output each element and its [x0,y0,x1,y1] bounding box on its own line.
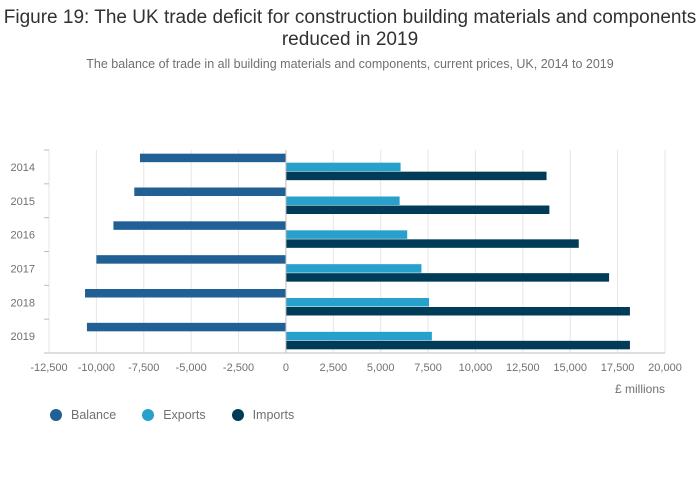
bar-imports-2016 [285,239,579,248]
x-tick-label-5: 0 [283,362,289,374]
legend-swatch-balance [50,409,62,421]
x-tick-label-0: -12,500 [30,362,67,374]
bar-balance-2017 [96,255,286,264]
x-tick-label-1: -10,000 [78,362,115,374]
x-tick-label-6: 2,500 [320,362,348,374]
y-tick-label-2016: 2016 [11,230,35,242]
bar-imports-2014 [285,171,547,181]
x-tick-label-8: 7,500 [414,362,442,374]
bar-imports-2018 [285,307,630,316]
bar-balance-2014 [139,153,286,163]
bar-exports-2018 [285,298,430,307]
bar-imports-2015 [285,205,550,214]
y-tick-label-2015: 2015 [11,196,35,208]
bar-balance-2018 [85,289,286,298]
y-tick-label-2014: 2014 [11,162,35,174]
bar-exports-2015 [285,196,400,205]
bar-imports-2019 [285,340,630,350]
y-tick-label-2018: 2018 [11,297,35,309]
x-tick-label-10: 12,500 [506,362,540,374]
chart-title: Figure 19: The UK trade deficit for cons… [3,7,697,50]
x-tick-label-12: 17,500 [601,362,635,374]
x-tick-label-11: 15,000 [553,362,587,374]
chart-subtitle: The balance of trade in all building mat… [86,57,614,71]
x-tick-label-2: -7,500 [128,362,159,374]
legend-item-balance[interactable]: Balance [50,408,116,422]
bar-balance-2015 [134,187,286,196]
x-tick-label-3: -5,000 [176,362,207,374]
legend-swatch-exports [142,409,155,421]
legend-label-imports: Imports [252,408,295,422]
legend-item-exports[interactable]: Exports [142,408,206,422]
legend-item-imports[interactable]: Imports [231,408,295,422]
bar-balance-2019 [86,322,286,332]
legend: Balance Exports Imports [50,408,320,422]
x-tick-label-7: 5,000 [367,362,395,374]
bar-exports-2016 [285,230,408,239]
x-tick-label-13: 20,000 [648,362,682,374]
y-tick-label-2019: 2019 [11,331,35,343]
bar-exports-2017 [285,264,422,273]
x-tick-label-9: 10,000 [459,362,493,374]
legend-label-balance: Balance [71,408,117,422]
bar-exports-2019 [285,331,432,341]
legend-label-exports: Exports [163,408,206,422]
x-tick-label-4: -2,500 [223,362,254,374]
legend-swatch-imports [231,409,244,421]
bar-balance-2016 [113,221,286,230]
y-tick-label-2017: 2017 [11,263,35,275]
x-axis-label: £ millions [615,382,665,396]
bar-imports-2017 [285,273,610,282]
bar-exports-2014 [285,162,401,172]
